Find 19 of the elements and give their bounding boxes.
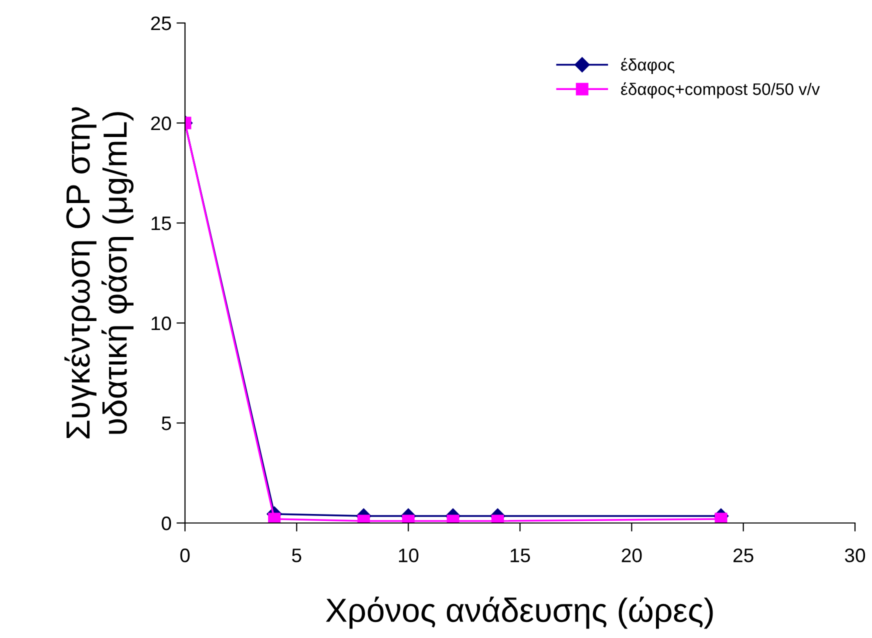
- legend-label: έδαφος: [621, 58, 674, 74]
- point: [268, 512, 281, 523]
- legend-label: έδαφος+compost 50/50 v/v: [621, 82, 820, 98]
- y-tick-label: 0: [162, 516, 172, 530]
- x-tick-label: 0: [180, 548, 190, 562]
- x-tick-label: 30: [844, 548, 866, 562]
- y-tick-label: 20: [151, 116, 172, 130]
- point: [714, 512, 728, 523]
- y-tick-label: 15: [152, 216, 171, 230]
- y-tick-label: 5: [162, 416, 171, 430]
- x-axis-title: Χρόνος ανάδευσης (ώρες): [326, 596, 713, 629]
- x-tick-label: 15: [510, 548, 530, 562]
- y-axis-title: Συγκέντρωση CP στην υδατική φάση (μg/mL): [64, 107, 134, 438]
- x-tick-label: 20: [622, 548, 642, 562]
- y-tick-label: 25: [151, 16, 171, 30]
- x-tick-label: 25: [734, 548, 754, 562]
- x-tick-label: 5: [292, 548, 302, 562]
- x-tick-label: 10: [399, 548, 418, 562]
- y-tick-label: 10: [152, 316, 172, 330]
